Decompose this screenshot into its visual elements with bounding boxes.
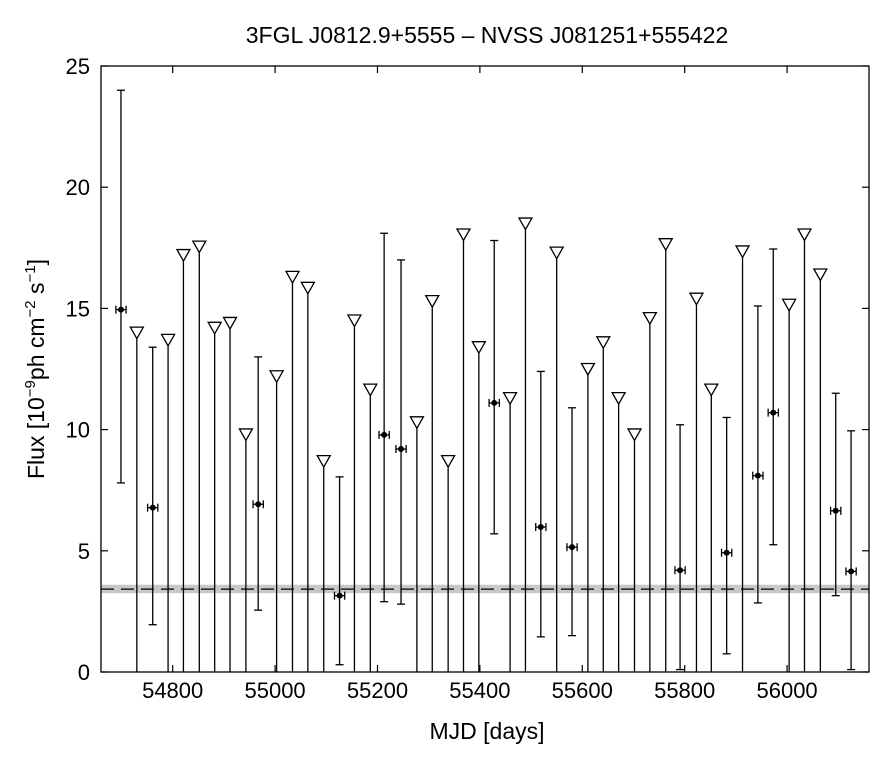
x-tick-label: 55600: [552, 678, 613, 703]
y-axis-label-text: Flux [10: [23, 397, 49, 479]
upper-limit-marker: [269, 370, 285, 384]
y-axis-label-text: ph cm: [23, 317, 49, 380]
upper-limit-marker: [642, 311, 658, 326]
data-point: [723, 549, 730, 556]
x-tick-label: 55000: [244, 678, 305, 703]
y-axis-label-exponent: −2: [22, 300, 39, 317]
upper-limit-marker: [300, 281, 316, 296]
data-point: [381, 431, 388, 438]
x-axis-label: MJD [days]: [429, 718, 544, 744]
upper-limit-marker: [284, 270, 301, 285]
upper-limit-marker: [703, 383, 719, 397]
upper-limit-marker: [658, 238, 674, 252]
plot-frame: [100, 65, 870, 673]
upper-limit-marker: [238, 428, 254, 442]
data-point: [832, 507, 839, 514]
data-point: [255, 501, 262, 508]
upper-limit-marker: [471, 341, 487, 355]
data-point: [569, 544, 576, 551]
upper-limit-marker: [207, 321, 223, 336]
y-axis-label-text: ]: [23, 259, 49, 265]
y-tick-label: 20: [66, 175, 90, 200]
data-point: [117, 306, 124, 313]
y-tick-label: 15: [66, 296, 90, 321]
upper-limit-marker: [611, 391, 627, 406]
upper-limit-marker: [346, 314, 363, 328]
upper-limit-marker: [796, 228, 813, 242]
upper-limit-marker: [517, 217, 534, 231]
y-axis-label: Flux [10−9ph cm−2 s−1]: [22, 259, 49, 479]
chart-title: 3FGL J0812.9+5555 – NVSS J081251+555422: [246, 22, 729, 48]
upper-limit-marker: [502, 391, 518, 406]
upper-limit-marker: [129, 326, 145, 340]
upper-limit-marker: [580, 362, 596, 377]
upper-limit-marker: [812, 268, 828, 282]
data-point: [491, 399, 498, 406]
upper-limit-marker: [409, 416, 425, 430]
plot-area: [101, 89, 869, 672]
x-tick-label: 55800: [654, 678, 715, 703]
upper-limit-marker: [549, 246, 565, 260]
upper-limit-marker: [316, 454, 332, 469]
data-point: [754, 472, 761, 479]
y-tick-label: 25: [66, 54, 90, 79]
upper-limit-marker: [160, 333, 176, 348]
x-tick-label: 56000: [756, 678, 817, 703]
x-tick-label: 54800: [142, 678, 203, 703]
upper-limit-marker: [688, 292, 705, 307]
x-tick-label: 55400: [449, 678, 510, 703]
upper-limit-marker: [362, 383, 378, 397]
y-axis-label-text: s: [23, 282, 49, 300]
x-tick-label: 55200: [347, 678, 408, 703]
data-point: [537, 524, 544, 531]
upper-limit-marker: [175, 248, 192, 263]
data-point: [336, 592, 343, 599]
y-axis-label-exponent: −1: [22, 265, 39, 282]
upper-limit-marker: [734, 245, 751, 259]
data-point: [398, 445, 405, 452]
upper-limit-marker: [455, 228, 472, 242]
upper-limit-marker: [626, 428, 643, 442]
y-tick-label: 0: [78, 660, 90, 685]
y-axis-label-exponent: −9: [22, 380, 39, 397]
y-tick-label: 10: [66, 418, 90, 443]
upper-limit-marker: [595, 336, 611, 350]
upper-limit-marker: [191, 240, 207, 254]
data-point: [677, 567, 684, 574]
y-tick-label: 5: [78, 539, 90, 564]
data-point: [848, 568, 855, 575]
upper-limit-marker: [440, 454, 456, 469]
upper-limit-marker: [222, 316, 238, 331]
data-point: [770, 409, 777, 416]
upper-limit-marker: [781, 298, 797, 313]
axes: 54800 55000 55200 55400 55600 55800 56000 0 5 10 1…: [66, 54, 870, 703]
data-point: [149, 504, 156, 511]
upper-limit-marker: [424, 294, 440, 309]
